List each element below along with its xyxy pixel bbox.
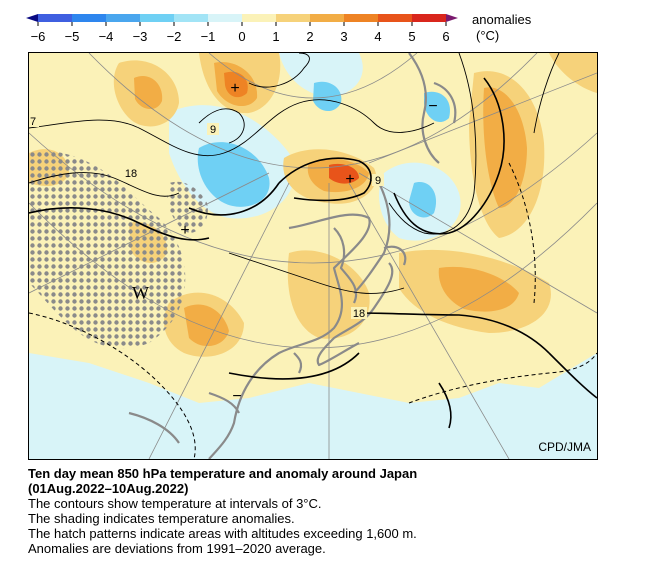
min-marker: − bbox=[428, 98, 437, 115]
coastline-hokkaido bbox=[383, 245, 407, 266]
warm-center-label: W bbox=[132, 283, 149, 303]
temperature-contour-9 bbox=[188, 182, 280, 216]
temperature-contour-18 bbox=[29, 207, 210, 241]
caption-date-range: (01Aug.2022–10Aug.2022) bbox=[28, 481, 189, 496]
temperature-contour bbox=[388, 53, 477, 235]
scale-tick: −5 bbox=[65, 29, 80, 44]
scale-bin bbox=[344, 14, 378, 22]
longitude-line bbox=[358, 172, 597, 314]
temperature-contour bbox=[548, 352, 597, 399]
longitude-line bbox=[348, 182, 510, 459]
caption-baseline-note: Anomalies are deviations from 1991–2020 … bbox=[28, 541, 326, 556]
coastline-taiwan bbox=[208, 391, 240, 414]
coastline-sakhalin bbox=[353, 182, 391, 294]
longitude-line bbox=[29, 172, 270, 294]
cold-anomaly-ne bbox=[424, 91, 450, 123]
latitude-line bbox=[29, 202, 597, 349]
scale-bin bbox=[412, 14, 446, 22]
longitude-line bbox=[368, 72, 597, 164]
scale-bin bbox=[378, 14, 412, 22]
coastline-kamchatka bbox=[433, 81, 457, 124]
legend-unit: (°C) bbox=[476, 28, 500, 43]
latitude-line bbox=[29, 132, 597, 264]
max-marker: + bbox=[180, 222, 189, 239]
map-credit: CPD/JMA bbox=[538, 440, 591, 454]
scale-tick: 6 bbox=[442, 29, 449, 44]
warm-core-china bbox=[184, 304, 229, 347]
coastline-honshu bbox=[316, 262, 394, 367]
warm-core-south-japan bbox=[438, 266, 519, 312]
scale-tick: −3 bbox=[133, 29, 148, 44]
latitude-line bbox=[208, 53, 418, 99]
legend-title: anomalies bbox=[472, 12, 532, 27]
contour-label: 18 bbox=[353, 308, 365, 320]
scale-tick: −2 bbox=[167, 29, 182, 44]
caption-hatch-note: The hatch patterns indicate areas with a… bbox=[28, 526, 417, 541]
caption-contour-note: The contours show temperature at interva… bbox=[28, 496, 322, 511]
cold-anomaly-center bbox=[197, 142, 270, 207]
figure-caption: Ten day mean 850 hPa temperature and ano… bbox=[28, 466, 628, 556]
temperature-contour bbox=[198, 108, 245, 144]
warm-area-ne bbox=[549, 53, 597, 93]
coastline-kyushu bbox=[293, 352, 303, 374]
scale-tick: 2 bbox=[306, 29, 313, 44]
scale-bin bbox=[174, 14, 208, 22]
min-marker: − bbox=[232, 388, 241, 405]
hot-core-korea bbox=[329, 163, 359, 184]
caption-shading-note: The shading indicates temperature anomal… bbox=[28, 511, 295, 526]
scale-high-arrow bbox=[446, 14, 458, 22]
temperature-contour bbox=[438, 382, 452, 429]
latitude-line bbox=[88, 53, 538, 169]
cool-area-top bbox=[279, 53, 363, 98]
contour-label: 9 bbox=[210, 124, 216, 136]
scale-low-arrow bbox=[26, 14, 38, 22]
temperature-contour bbox=[29, 172, 180, 197]
high-altitude-hatch-mongolia bbox=[167, 181, 208, 233]
max-marker: + bbox=[345, 171, 354, 188]
scale-tick: 1 bbox=[272, 29, 279, 44]
temperature-contour bbox=[533, 53, 560, 134]
temperature-contour-18 bbox=[358, 312, 550, 354]
scale-tick: −6 bbox=[31, 29, 46, 44]
temperature-contour bbox=[29, 99, 435, 157]
temperature-contour bbox=[248, 53, 310, 88]
cold-anomaly-east bbox=[409, 182, 437, 218]
warm-core-nw bbox=[134, 75, 163, 110]
cold-anomaly-small bbox=[313, 81, 342, 112]
scale-bin bbox=[72, 14, 106, 22]
temperature-contour bbox=[228, 252, 405, 294]
scale-bin bbox=[276, 14, 310, 22]
scale-bin bbox=[140, 14, 174, 22]
scale-bin bbox=[242, 14, 276, 22]
coastline-mainland bbox=[208, 213, 371, 459]
temperature-contour-9 bbox=[393, 77, 505, 235]
contour-label: 9 bbox=[375, 175, 381, 187]
scale-tick: 4 bbox=[374, 29, 381, 44]
max-marker: + bbox=[230, 80, 239, 97]
scale-tick: −4 bbox=[99, 29, 114, 44]
scale-tick: −1 bbox=[201, 29, 216, 44]
scale-tick: 5 bbox=[408, 29, 415, 44]
coastline-indochina bbox=[128, 411, 180, 444]
scale-bin bbox=[106, 14, 140, 22]
high-altitude-hatch-tibet bbox=[29, 151, 186, 349]
scale-bin bbox=[38, 14, 72, 22]
temperature-contour-dashed bbox=[29, 312, 196, 459]
coastline-okhotsk bbox=[408, 53, 440, 164]
scale-tick: 0 bbox=[238, 29, 245, 44]
anomaly-color-scale: −6 −5 −4 −3 −2 −1 0 1 2 3 4 5 6 bbox=[26, 14, 458, 44]
anomaly-map: 18 9 9 18 7 W + + + − − CPD/JMA bbox=[28, 52, 598, 460]
scale-bin bbox=[208, 14, 242, 22]
temperature-contour-dashed bbox=[508, 162, 536, 304]
caption-title: Ten day mean 850 hPa temperature and ano… bbox=[28, 466, 418, 481]
hot-core-north bbox=[224, 71, 248, 98]
contour-label: 18 bbox=[125, 168, 137, 180]
longitude-line bbox=[148, 182, 290, 459]
scale-bin bbox=[310, 14, 344, 22]
temperature-contour-9 bbox=[278, 157, 372, 202]
contour-label: 7 bbox=[30, 116, 36, 128]
temperature-contour-18 bbox=[228, 352, 360, 380]
scale-tick: 3 bbox=[340, 29, 347, 44]
